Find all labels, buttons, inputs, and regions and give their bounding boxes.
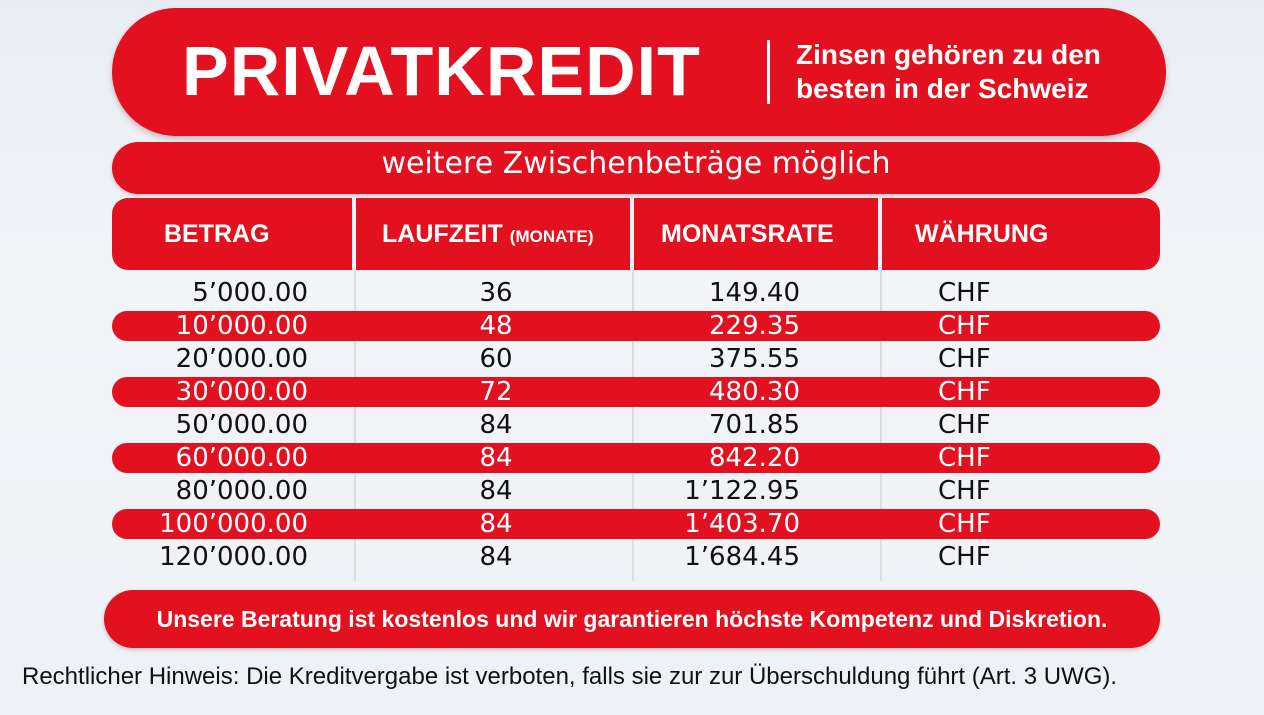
page-title: PRIVATKREDIT <box>182 32 701 110</box>
cell-amount: 5’000.00 <box>192 278 308 308</box>
cell-term-value: 84 <box>479 443 513 473</box>
cell-term-value: 84 <box>479 509 513 539</box>
cell-rate: 1’122.95 <box>684 476 800 506</box>
tagline: Zinsen gehören zu den besten in der Schw… <box>796 38 1126 106</box>
header-term-unit: (MONATE) <box>509 227 594 246</box>
cell-currency: CHF <box>938 278 991 308</box>
cell-currency: CHF <box>938 509 991 539</box>
column-divider <box>632 270 634 581</box>
cell-rate: 480.30 <box>709 377 800 407</box>
cell-amount: 100’000.00 <box>159 509 308 539</box>
cell-rate: 229.35 <box>709 311 800 341</box>
cell-amount: 10’000.00 <box>175 311 308 341</box>
cell-rate: 701.85 <box>709 410 800 440</box>
cell-amount: 80’000.00 <box>175 476 308 506</box>
table-row: 20’000.00 60 375.55 CHF <box>112 344 1160 374</box>
cell-amount: 120’000.00 <box>159 542 308 572</box>
cell-rate: 1’684.45 <box>684 542 800 572</box>
legal-notice: Rechtlicher Hinweis: Die Kreditvergabe i… <box>22 663 1118 690</box>
cell-currency: CHF <box>938 377 991 407</box>
table-row: 10’000.00 48 229.35 CHF <box>112 311 1160 341</box>
table-header: BETRAG LAUFZEIT (MONATE) MONATSRATE WÄHR… <box>112 198 1160 270</box>
header-amount: BETRAG <box>112 198 352 270</box>
cell-term-value: 72 <box>479 377 513 407</box>
header-monthly-rate: MONATSRATE <box>634 198 878 270</box>
column-divider <box>880 270 882 581</box>
column-divider <box>354 270 356 581</box>
title-banner: PRIVATKREDIT Zinsen gehören zu den beste… <box>112 8 1166 136</box>
table-row: 80’000.00 84 1’122.95 CHF <box>112 476 1160 506</box>
table-row: 5’000.00 36 149.40 CHF <box>112 278 1160 308</box>
cell-term-value: 60 <box>479 344 513 374</box>
cell-currency: CHF <box>938 311 991 341</box>
cell-currency: CHF <box>938 443 991 473</box>
cell-currency: CHF <box>938 344 991 374</box>
cell-rate: 1’403.70 <box>684 509 800 539</box>
header-currency: WÄHRUNG <box>882 198 1160 270</box>
header-term: LAUFZEIT (MONATE) <box>356 198 630 270</box>
credit-table: BETRAG LAUFZEIT (MONATE) MONATSRATE WÄHR… <box>112 198 1160 583</box>
cell-rate: 149.40 <box>709 278 800 308</box>
cell-currency: CHF <box>938 476 991 506</box>
title-divider <box>767 40 770 104</box>
table-row: 120’000.00 84 1’684.45 CHF <box>112 542 1160 572</box>
subtitle-bar: weitere Zwischenbeträge möglich <box>112 142 1160 194</box>
cell-rate: 842.20 <box>709 443 800 473</box>
cell-rate: 375.55 <box>709 344 800 374</box>
cell-currency: CHF <box>938 410 991 440</box>
tagline-line-2: besten in der Schweiz <box>796 73 1089 104</box>
cell-term-value: 84 <box>479 542 513 572</box>
cell-term-value: 36 <box>479 278 513 308</box>
cell-currency: CHF <box>938 542 991 572</box>
cell-term-value: 84 <box>479 410 513 440</box>
table-row: 100’000.00 84 1’403.70 CHF <box>112 509 1160 539</box>
table-row: 50’000.00 84 701.85 CHF <box>112 410 1160 440</box>
cell-amount: 50’000.00 <box>175 410 308 440</box>
tagline-line-1: Zinsen gehören zu den <box>796 39 1101 70</box>
cell-amount: 30’000.00 <box>175 377 308 407</box>
footer-message-bar: Unsere Beratung ist kostenlos und wir ga… <box>104 590 1160 648</box>
cell-amount: 20’000.00 <box>175 344 308 374</box>
table-row: 30’000.00 72 480.30 CHF <box>112 377 1160 407</box>
cell-term-value: 48 <box>479 311 513 341</box>
cell-term-value: 84 <box>479 476 513 506</box>
cell-amount: 60’000.00 <box>175 443 308 473</box>
header-term-label: LAUFZEIT <box>382 220 503 248</box>
table-row: 60’000.00 84 842.20 CHF <box>112 443 1160 473</box>
